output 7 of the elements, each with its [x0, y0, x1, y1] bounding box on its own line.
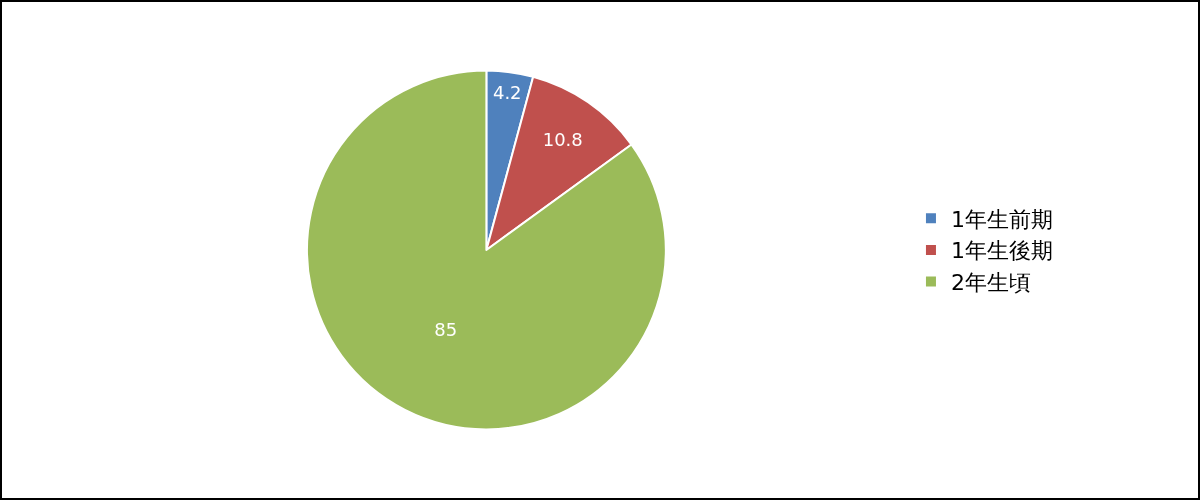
legend-label: 1年生前期	[950, 206, 1053, 232]
pie-slice	[306, 69, 667, 431]
data-label: 4.2	[492, 82, 522, 104]
data-label: 85	[434, 319, 458, 341]
legend-label: 2年生頃	[950, 270, 1031, 296]
legend-label: 1年生後期	[950, 238, 1053, 264]
data-label: 10.8	[542, 128, 583, 150]
